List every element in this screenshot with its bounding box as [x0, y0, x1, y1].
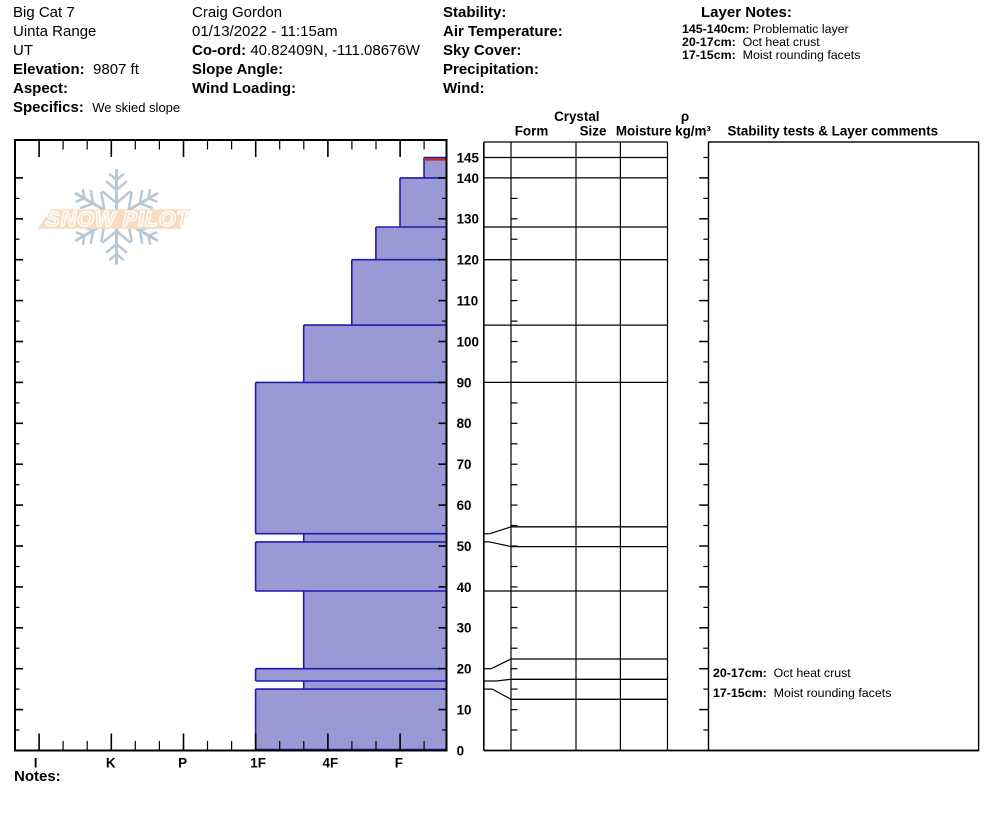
svg-text:30: 30 [457, 621, 472, 636]
svg-text:Stability tests & Layer commen: Stability tests & Layer comments [728, 123, 939, 138]
svg-text:140: 140 [457, 171, 479, 186]
svg-text:10: 10 [457, 703, 472, 718]
svg-text:90: 90 [457, 375, 472, 390]
svg-text:Crystal: Crystal [554, 109, 599, 124]
svg-text:F: F [395, 755, 403, 770]
svg-text:P: P [178, 755, 187, 770]
svg-text:SNOW PILOT: SNOW PILOT [45, 207, 191, 231]
svg-text:Form: Form [515, 123, 549, 138]
svg-text:1F: 1F [250, 755, 266, 770]
svg-text:I: I [34, 755, 38, 770]
svg-text:145: 145 [457, 150, 480, 165]
svg-text:50: 50 [457, 539, 472, 554]
svg-text:ρ: ρ [681, 109, 689, 124]
svg-text:Moisture: Moisture [616, 123, 672, 138]
svg-text:K: K [106, 755, 116, 770]
svg-text:100: 100 [457, 334, 479, 349]
svg-text:70: 70 [457, 457, 472, 472]
svg-text:120: 120 [457, 253, 479, 268]
svg-text:130: 130 [457, 212, 479, 227]
svg-text:0: 0 [457, 743, 464, 758]
svg-text:kg/m³: kg/m³ [675, 123, 711, 138]
svg-text:80: 80 [457, 416, 472, 431]
svg-text:60: 60 [457, 498, 472, 513]
svg-text:Size: Size [580, 123, 607, 138]
svg-text:20: 20 [457, 662, 472, 677]
svg-text:4F: 4F [323, 755, 339, 770]
svg-text:110: 110 [457, 294, 479, 309]
svg-text:40: 40 [457, 580, 472, 595]
